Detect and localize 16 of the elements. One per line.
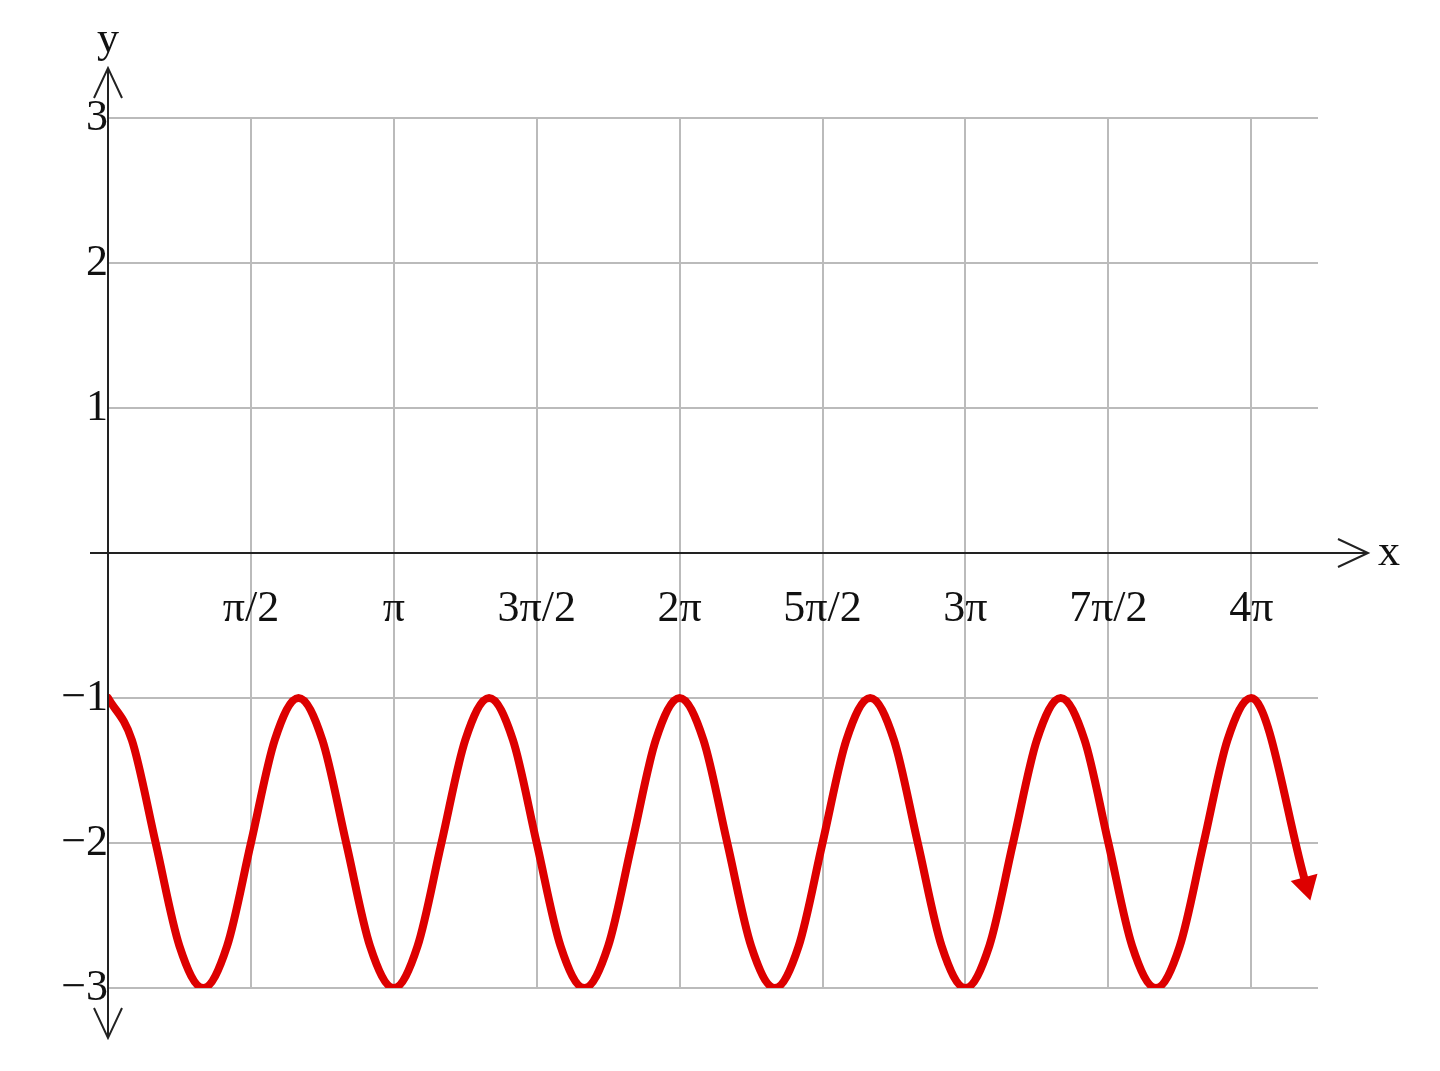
- y-tick-label: 1: [86, 380, 108, 430]
- y-tick-label: −2: [61, 815, 108, 865]
- x-axis-title: x: [1378, 525, 1400, 575]
- x-tick-label: π: [382, 581, 405, 631]
- x-tick-label: 3π: [943, 581, 988, 631]
- y-tick-label: −3: [61, 960, 108, 1010]
- x-tick-label: 4π: [1229, 581, 1274, 631]
- y-axis-title: y: [97, 12, 119, 62]
- x-tick-label: 2π: [657, 581, 702, 631]
- y-tick-label: 2: [86, 235, 108, 285]
- x-tick-label: 7π/2: [1069, 581, 1148, 631]
- x-tick-label: 3π/2: [497, 581, 576, 631]
- x-tick-label: 5π/2: [783, 581, 862, 631]
- y-tick-label: −1: [61, 670, 108, 720]
- y-tick-label: 3: [86, 90, 108, 140]
- x-tick-label: π/2: [222, 581, 280, 631]
